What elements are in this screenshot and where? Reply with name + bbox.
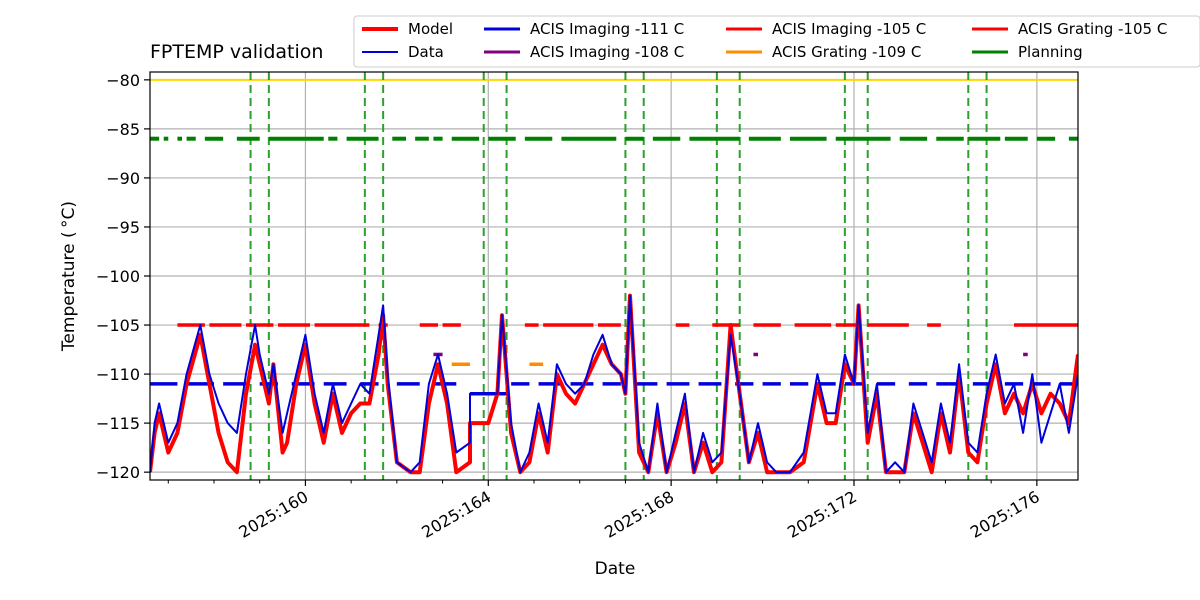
legend-label: ACIS Imaging -105 C [772, 20, 926, 38]
legend-label: Model [408, 20, 453, 38]
legend-label: ACIS Imaging -108 C [530, 43, 684, 61]
legend: Model Data ACIS Imaging -111 C ACIS Imaging… [353, 15, 1200, 68]
x-axis-label: Date [595, 559, 636, 579]
y-tick-label: −90 [106, 169, 140, 188]
legend-label: ACIS Grating -105 C [1018, 20, 1167, 38]
y-tick-label: −120 [96, 463, 140, 482]
chart-title: FPTEMP validation [150, 41, 323, 63]
legend-label: ACIS Grating -109 C [772, 43, 921, 61]
y-tick-label: −110 [96, 365, 140, 384]
series-group [150, 72, 1078, 480]
y-tick-label: −115 [96, 414, 140, 433]
series-line-data [150, 294, 1078, 474]
y-tick-label: −95 [106, 218, 140, 237]
y-tick-label: −80 [106, 71, 140, 90]
y-tick-label: −85 [106, 120, 140, 139]
y-tick-label: −105 [96, 316, 140, 335]
y-tick-label: −100 [96, 267, 140, 286]
legend-label: Planning [1018, 43, 1083, 61]
legend-label: ACIS Imaging -111 C [530, 20, 684, 38]
y-axis-label: Temperature ( °C) [59, 201, 79, 352]
legend-label: Data [408, 43, 444, 61]
series-line-model [150, 293, 1078, 475]
